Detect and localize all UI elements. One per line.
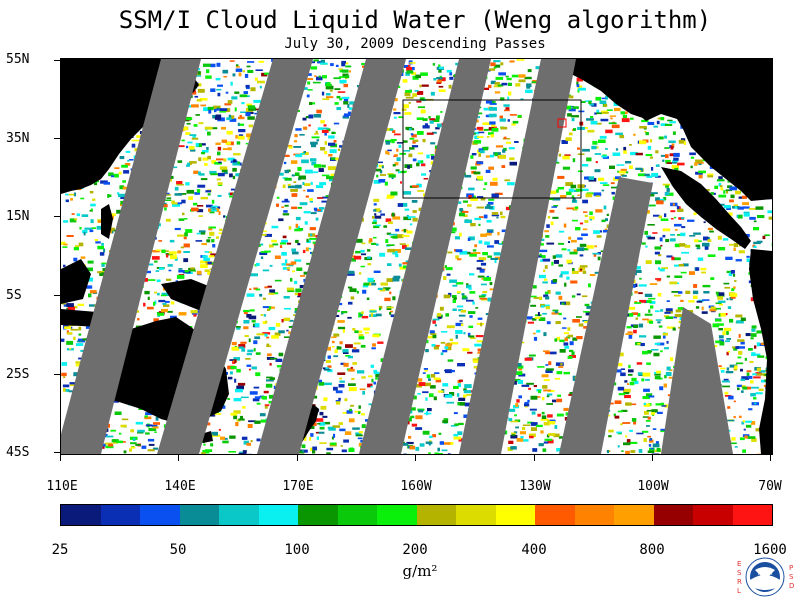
lat-label-35n: 35N bbox=[6, 131, 56, 146]
lat-label-45s: 45S bbox=[6, 445, 56, 460]
colorbar-segment bbox=[101, 505, 141, 525]
map-canvas bbox=[61, 59, 772, 454]
lon-label-110e: 110E bbox=[32, 479, 92, 494]
lon-tick bbox=[652, 454, 653, 461]
colorbar-segment bbox=[693, 505, 733, 525]
logo-left-letter: R bbox=[737, 578, 742, 586]
colorbar-segment bbox=[496, 505, 536, 525]
colorbar-label-400: 400 bbox=[504, 542, 564, 558]
lat-tick bbox=[54, 60, 60, 61]
colorbar-segment bbox=[733, 505, 773, 525]
colorbar-segment bbox=[654, 505, 694, 525]
lon-tick bbox=[297, 454, 298, 461]
lon-label-160w: 160W bbox=[386, 479, 446, 494]
lon-label-70w: 70W bbox=[740, 479, 800, 494]
map-subtitle: July 30, 2009 Descending Passes bbox=[0, 36, 800, 52]
lat-tick bbox=[54, 138, 60, 139]
colorbar-label-800: 800 bbox=[622, 542, 682, 558]
colorbar-segment bbox=[338, 505, 378, 525]
colorbar-label-50: 50 bbox=[148, 542, 208, 558]
colorbar-segment bbox=[219, 505, 259, 525]
logo-right-letter: P bbox=[789, 564, 793, 572]
colorbar-segment bbox=[456, 505, 496, 525]
lat-tick bbox=[54, 374, 60, 375]
colorbar-segment bbox=[298, 505, 338, 525]
logo-left-letter: E bbox=[737, 560, 741, 568]
logo-left-letter: S bbox=[737, 569, 742, 577]
colorbar-label-200: 200 bbox=[385, 542, 445, 558]
logo-left-letter: L bbox=[737, 587, 741, 595]
land-philippines bbox=[101, 204, 113, 239]
lon-tick bbox=[770, 454, 771, 461]
logo-right-letter: S bbox=[789, 573, 794, 581]
colorbar-label-100: 100 bbox=[267, 542, 327, 558]
lat-label-55n: 55N bbox=[6, 52, 56, 67]
colorbar-segment bbox=[140, 505, 180, 525]
colorbar bbox=[60, 504, 773, 526]
noaa-esrl-logo: NOAA E S R L P S D bbox=[733, 556, 797, 598]
colorbar-label-25: 25 bbox=[30, 542, 90, 558]
lat-tick bbox=[54, 295, 60, 296]
map-panel bbox=[60, 58, 773, 455]
map-title: SSM/I Cloud Liquid Water (Weng algorithm… bbox=[0, 6, 800, 34]
colorbar-segment bbox=[614, 505, 654, 525]
lat-tick bbox=[54, 216, 60, 217]
lon-tick bbox=[178, 454, 179, 461]
colorbar-segment bbox=[417, 505, 457, 525]
lon-tick bbox=[415, 454, 416, 461]
colorbar-units: g/m² bbox=[380, 562, 460, 580]
logo-center-text: NOAA bbox=[758, 571, 773, 577]
colorbar-segment bbox=[180, 505, 220, 525]
colorbar-segment bbox=[61, 505, 101, 525]
lon-label-130w: 130W bbox=[505, 479, 565, 494]
lon-label-140e: 140E bbox=[150, 479, 210, 494]
colorbar-segment bbox=[535, 505, 575, 525]
lat-label-15n: 15N bbox=[6, 209, 56, 224]
lat-tick bbox=[54, 452, 60, 453]
lon-label-100w: 100W bbox=[623, 479, 683, 494]
logo-right-letter: D bbox=[789, 582, 794, 590]
lat-label-25s: 25S bbox=[6, 367, 56, 382]
lon-tick bbox=[60, 454, 61, 461]
colorbar-segment bbox=[575, 505, 615, 525]
lon-tick bbox=[534, 454, 535, 461]
colorbar-segment bbox=[377, 505, 417, 525]
lat-label-5s: 5S bbox=[6, 288, 56, 303]
colorbar-segment bbox=[259, 505, 299, 525]
lon-label-170e: 170E bbox=[268, 479, 328, 494]
